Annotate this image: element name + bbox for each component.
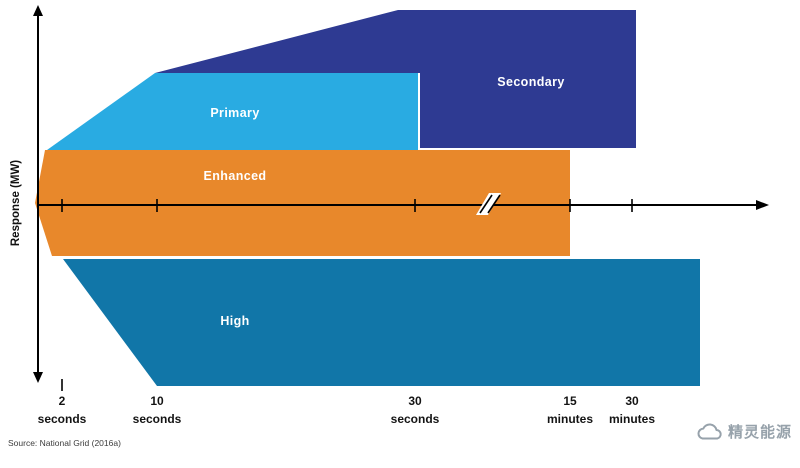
watermark-text: 精灵能源 bbox=[727, 424, 792, 441]
band-label-secondary: Secondary bbox=[497, 75, 565, 89]
x-tick-value: 2 bbox=[58, 394, 66, 408]
axes-layer bbox=[33, 5, 769, 391]
y-axis-arrow-down bbox=[33, 372, 43, 383]
axis-break-slash-2 bbox=[487, 194, 501, 214]
band-label-enhanced: Enhanced bbox=[203, 169, 267, 183]
x-tick-label-10-seconds: 10 seconds bbox=[115, 392, 199, 428]
x-tick-label-15-minutes: 15 minutes bbox=[528, 392, 612, 428]
band-enhanced bbox=[35, 150, 570, 256]
x-axis-ticks bbox=[61, 199, 633, 212]
x-tick-unit: seconds bbox=[37, 412, 87, 426]
source-note: Source: National Grid (2016a) bbox=[8, 438, 121, 448]
x-tick-value: 10 bbox=[150, 394, 164, 408]
x-tick-label-30-seconds: 30 seconds bbox=[373, 392, 457, 428]
x-axis-arrow-right bbox=[756, 200, 769, 210]
x-tick-label-30-minutes: 30 minutes bbox=[590, 392, 674, 428]
x-tick-unit: minutes bbox=[608, 412, 655, 426]
band-label-primary: Primary bbox=[210, 106, 260, 120]
y-axis-arrow-up bbox=[33, 5, 43, 16]
x-tick-value: 15 bbox=[563, 394, 577, 408]
band-secondary bbox=[155, 10, 636, 148]
x-tick-value: 30 bbox=[625, 394, 639, 408]
x-tick-unit: seconds bbox=[390, 412, 440, 426]
x-tick-unit: seconds bbox=[132, 412, 182, 426]
cloud-icon bbox=[697, 423, 722, 440]
band-high bbox=[63, 259, 700, 386]
bands-layer bbox=[35, 10, 700, 386]
axis-break-slash-1 bbox=[479, 194, 493, 214]
watermark: 精灵能源 bbox=[695, 421, 792, 442]
x-tick-value: 30 bbox=[408, 394, 422, 408]
x-tick-label-2-seconds: 2 seconds bbox=[20, 392, 104, 428]
y-axis-label: Response (MW) bbox=[10, 159, 22, 247]
band-primary bbox=[47, 73, 418, 150]
axis-break-icon bbox=[476, 193, 501, 215]
x-tick-unit: minutes bbox=[546, 412, 593, 426]
band-label-high: High bbox=[220, 314, 250, 328]
